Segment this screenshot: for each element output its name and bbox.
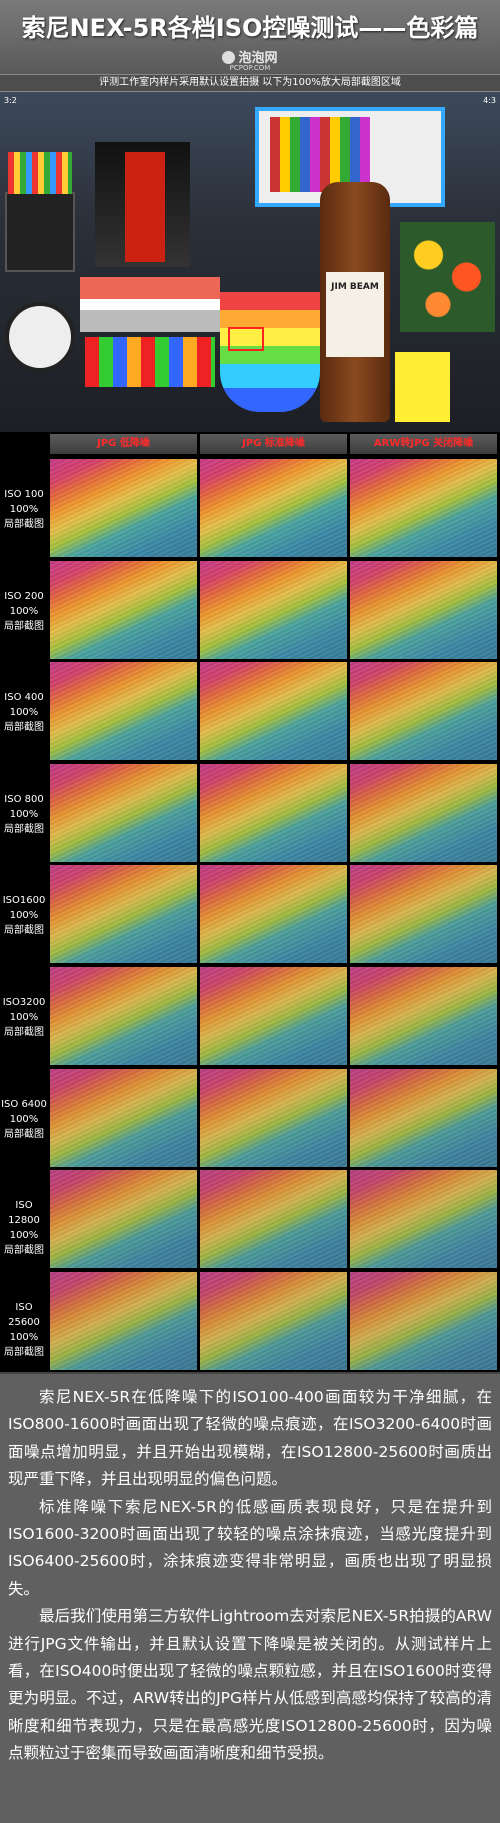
cloth-stack	[80, 277, 220, 332]
row-label-pct: 100%	[9, 707, 39, 719]
conclusion-text: 索尼NEX-5R在低降噪下的ISO100-400画面较为干净细腻，在ISO800…	[0, 1372, 500, 1823]
row-label-iso: ISO1600	[2, 895, 46, 907]
red-box	[125, 152, 165, 262]
sample-crop-image	[50, 763, 197, 862]
sample-crop-image	[200, 1170, 347, 1269]
sample-crop-image	[200, 865, 347, 964]
row-label-note: 局部截图	[4, 823, 44, 835]
row-label-pct: 100%	[9, 1230, 39, 1242]
bubble-logo-icon	[222, 51, 236, 64]
row-label-iso: ISO 25600	[8, 1301, 40, 1328]
sample-crop-image	[50, 865, 197, 964]
aspect-label-right: 4:3	[483, 96, 496, 105]
sample-crop-image	[350, 560, 497, 659]
row-label: ISO 200 100% 局部截图	[0, 589, 48, 634]
row-label: ISO 6400 100% 局部截图	[0, 1097, 48, 1142]
sample-crop-image	[200, 763, 347, 862]
row-label-note: 局部截图	[4, 925, 44, 937]
sample-crop-image	[350, 1170, 497, 1269]
iso-comparison-grid: JPG 低降噪 JPG 标准降噪 ARW转JPG 关闭降噪 ISO 100 100…	[0, 432, 500, 1372]
bottle-label: JIM BEAM	[326, 272, 384, 357]
row-label-iso: ISO 100	[4, 489, 44, 500]
row-label-note: 局部截图	[4, 1027, 44, 1038]
sample-crop-image	[50, 662, 197, 761]
sample-crop-image	[350, 967, 497, 1065]
row-label-pct: 100%	[9, 1012, 39, 1023]
row-label-note: 局部截图	[4, 620, 44, 632]
bottle-label-text: JIM BEAM	[331, 282, 379, 292]
paragraph-low-nr: 索尼NEX-5R在低降噪下的ISO100-400画面较为干净细腻，在ISO800…	[8, 1388, 492, 1489]
row-label: ISO3200 100% 局部截图	[0, 995, 48, 1040]
sample-crop-image	[350, 763, 497, 862]
subtitle-bar: 评测工作室内样片采用默认设置拍摄 以下为100%放大局部截图区域	[0, 74, 500, 92]
logo-text: 泡泡网	[238, 51, 278, 66]
row-label-pct: 100%	[9, 1331, 39, 1343]
sample-crop-image	[50, 560, 197, 659]
row-label-note: 局部截图	[4, 1346, 44, 1358]
sample-crop-image	[350, 1068, 497, 1167]
row-label: ISO 400 100% 局部截图	[0, 690, 48, 735]
sample-crop-image	[50, 1271, 197, 1370]
thread-spools	[85, 337, 215, 387]
sample-crop-image	[200, 662, 347, 761]
sample-crop-image	[200, 459, 347, 557]
paragraph-standard-nr: 标准降噪下索尼NEX-5R的低感画质表现良好，只是在提升到ISO1600-320…	[8, 1497, 492, 1598]
row-label-iso: ISO 800	[4, 793, 44, 805]
marker-cup	[395, 352, 450, 422]
page-title: 索尼NEX-5R各档ISO控噪测试——色彩篇	[21, 14, 479, 42]
row-label-iso: ISO 12800	[8, 1200, 40, 1227]
row-label-iso: ISO3200	[2, 997, 46, 1008]
sample-crop-image	[350, 1271, 497, 1370]
row-label: ISO 25600 100% 局部截图	[0, 1300, 48, 1360]
row-label-pct: 100%	[9, 910, 39, 922]
sample-crop-image	[200, 560, 347, 659]
row-label-pct: 100%	[9, 1113, 39, 1125]
sample-crop-image	[200, 1068, 347, 1167]
sample-crop-image	[200, 967, 347, 1065]
sample-crop-image	[50, 459, 197, 557]
color-chart-swatches	[270, 117, 370, 192]
row-label-note: 局部截图	[4, 519, 44, 530]
sample-crop-image	[200, 1271, 347, 1370]
row-label: ISO1600 100% 局部截图	[0, 893, 48, 938]
sample-crop-image	[350, 865, 497, 964]
row-label-note: 局部截图	[4, 1128, 44, 1140]
aspect-label-left: 3:2	[4, 96, 17, 105]
column-header-arw-no-nr: ARW转JPG 关闭降噪	[350, 434, 497, 454]
rainbow-bowls	[220, 292, 320, 412]
row-label-iso: ISO 400	[4, 692, 44, 704]
row-label: ISO 100 100% 局部截图	[0, 487, 48, 532]
row-label-iso: ISO 200	[4, 590, 44, 602]
row-label-note: 局部截图	[4, 722, 44, 734]
row-label-note: 局部截图	[4, 1245, 44, 1257]
sample-crop-image	[50, 1170, 197, 1269]
subtitle: 评测工作室内样片采用默认设置拍摄 以下为100%放大局部截图区域	[99, 77, 401, 88]
pencil-cup	[5, 192, 75, 272]
site-logo: 泡泡网 PCPOP.COM	[0, 47, 500, 72]
flowers	[400, 222, 495, 332]
logo-domain: PCPOP.COM	[229, 64, 271, 72]
column-header-jpg-low-nr: JPG 低降噪	[50, 434, 197, 454]
row-label: ISO 12800 100% 局部截图	[0, 1198, 48, 1258]
column-header-jpg-standard-nr: JPG 标准降噪	[200, 434, 347, 454]
sample-crop-image	[50, 1068, 197, 1167]
clock	[5, 302, 75, 372]
row-label-pct: 100%	[9, 605, 39, 617]
paragraph-arw: 最后我们使用第三方软件Lightroom去对索尼NEX-5R拍摄的ARW进行JP…	[8, 1607, 492, 1763]
header: 索尼NEX-5R各档ISO控噪测试——色彩篇 泡泡网 PCPOP.COM	[0, 0, 500, 74]
row-label-pct: 100%	[9, 504, 39, 515]
row-label: ISO 800 100% 局部截图	[0, 792, 48, 837]
row-label-pct: 100%	[9, 808, 39, 820]
sample-crop-image	[350, 662, 497, 761]
sample-crop-image	[50, 967, 197, 1065]
sample-scene-photo: 3:2 4:3 JIM BEAM	[0, 92, 500, 432]
pencils	[8, 152, 72, 194]
crop-region-marker	[228, 327, 264, 351]
sample-crop-image	[350, 459, 497, 557]
row-label-iso: ISO 6400	[1, 1098, 47, 1110]
